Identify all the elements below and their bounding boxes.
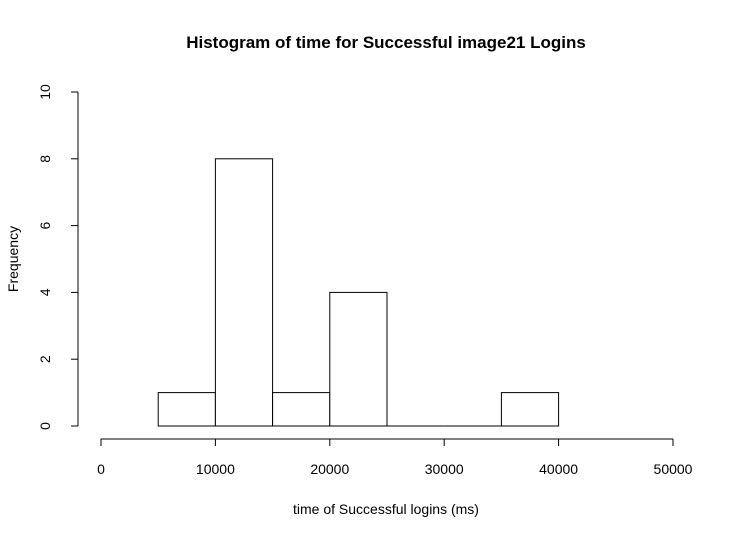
x-tick-label: 10000 (196, 461, 235, 477)
y-tick-label: 6 (37, 221, 53, 229)
x-tick-label: 20000 (310, 461, 349, 477)
histogram-bars (157, 158, 560, 427)
x-tick-label: 40000 (539, 461, 578, 477)
histogram-bar (329, 291, 388, 427)
y-tick-label: 8 (37, 155, 53, 163)
y-tick-label: 2 (37, 355, 53, 363)
x-tick-label: 50000 (654, 461, 693, 477)
x-tick-label: 30000 (425, 461, 464, 477)
x-axis-label: time of Successful logins (ms) (293, 501, 479, 517)
y-tick-label: 10 (37, 84, 53, 100)
y-axis-label: Frequency (5, 226, 21, 292)
histogram-bar (272, 392, 331, 427)
histogram-bar (214, 158, 274, 427)
y-tick-label: 0 (37, 422, 53, 430)
x-axis: 0 10000 20000 30000 40000 50000 (97, 438, 693, 477)
histogram-bar (157, 392, 216, 427)
histogram-bar (500, 392, 560, 427)
y-axis: 0 2 4 6 8 10 (37, 84, 79, 430)
chart-title: Histogram of time for Successful image21… (186, 33, 586, 52)
x-tick-label: 0 (97, 461, 105, 477)
y-tick-label: 4 (37, 288, 53, 296)
